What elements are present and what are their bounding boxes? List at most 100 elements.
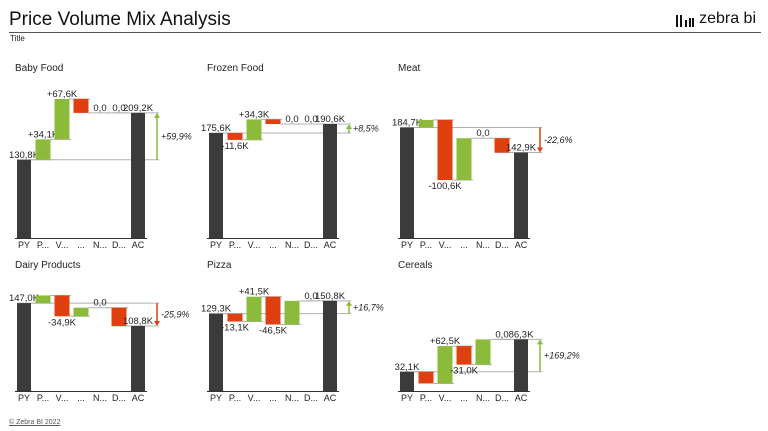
chart-title-pizza: Pizza [207, 260, 232, 271]
bar-delta [265, 296, 281, 325]
category-label: ... [77, 393, 85, 403]
arrow-up-icon [346, 300, 352, 306]
arrow-up-icon [154, 112, 160, 118]
category-label: V... [248, 393, 261, 403]
bar-delta [35, 139, 51, 160]
data-label: 32,1K [395, 362, 420, 373]
data-label: 108,8K [123, 316, 154, 327]
category-label: N... [93, 240, 107, 250]
bar-delta [227, 313, 243, 322]
variance-percent-label: -25,9% [161, 310, 190, 320]
data-label: -11,6K [221, 141, 249, 152]
variance-percent-label: +169,2% [544, 351, 580, 361]
bar-py [17, 159, 31, 238]
data-label: 130,8K [9, 150, 40, 161]
data-label: 147,0K [9, 293, 40, 304]
bar-py [209, 313, 223, 391]
category-label: D... [112, 240, 126, 250]
arrow-down-icon [154, 320, 160, 326]
category-label: PY [210, 240, 222, 250]
bar-py [400, 127, 414, 238]
category-label: P... [420, 393, 432, 403]
data-label: 0,0 [93, 103, 106, 114]
category-label: PY [18, 240, 30, 250]
category-label: ... [77, 240, 85, 250]
data-label: 175,6K [201, 123, 232, 134]
data-label: 150,8K [315, 291, 346, 302]
data-label: 0,0 [112, 103, 125, 114]
category-label: N... [476, 393, 490, 403]
bar-delta [475, 339, 491, 365]
variance-percent-label: +59,9% [161, 131, 192, 141]
category-label: ... [460, 393, 468, 403]
bar-delta [456, 346, 472, 365]
chart-title-frozen-food: Frozen Food [207, 63, 264, 74]
bar-ac [514, 152, 528, 238]
category-label: N... [476, 240, 490, 250]
waterfall-chart-5: 32,1K PY P... +62,5K V... -31,0K... N... 0,0 D..… [395, 329, 580, 403]
bar-delta [437, 119, 453, 181]
bar-ac [131, 112, 145, 238]
bar-delta [284, 300, 300, 325]
bar-delta [418, 119, 434, 128]
data-label: 0,0 [495, 329, 508, 340]
waterfall-chart-3: 147,0K PY P... -34,9K V... ... 0,0 N... D... 108,… [9, 293, 190, 403]
category-label: AC [132, 393, 145, 403]
waterfall-chart-1: 175,6K PY -11,6K P... +34,3K V... ... 0,0 N... 0,… [201, 109, 379, 250]
data-label: 142,9K [506, 143, 537, 154]
data-label: -13,1K [221, 323, 250, 334]
zebra-bi-logo: zebra bi [676, 11, 756, 27]
chart-title-dairy-products: Dairy Products [15, 260, 81, 271]
bar-delta [111, 307, 127, 326]
variance-percent-label: -22,6% [544, 135, 573, 145]
bar-delta [265, 119, 281, 125]
category-label: P... [37, 240, 49, 250]
copyright-link[interactable]: © Zebra BI 2022 [9, 419, 61, 426]
category-label: V... [248, 240, 261, 250]
category-label: PY [401, 393, 413, 403]
category-label: ... [460, 240, 468, 250]
category-label: P... [229, 240, 241, 250]
data-label: +34,1K [28, 129, 59, 140]
data-label: +62,5K [430, 336, 461, 347]
category-label: V... [439, 393, 452, 403]
category-label: P... [229, 393, 241, 403]
data-label: 0,0 [285, 114, 298, 125]
waterfall-chart-0: 130,8K PY +34,1K P... +67,6K V... ... 0,0 N... 0,… [9, 89, 192, 250]
bar-delta [73, 307, 89, 317]
category-label: AC [324, 393, 337, 403]
variance-percent-label: +8,5% [353, 124, 379, 134]
variance-percent-label: +16,7% [353, 302, 384, 312]
category-label: AC [515, 240, 528, 250]
category-label: V... [439, 240, 452, 250]
category-label: PY [401, 240, 413, 250]
category-label: AC [324, 240, 337, 250]
category-label: V... [56, 240, 69, 250]
category-label: AC [132, 240, 145, 250]
category-label: PY [210, 393, 222, 403]
bar-delta [437, 346, 453, 384]
category-label: N... [285, 240, 299, 250]
bar-delta [54, 98, 70, 140]
data-label: +41,5K [239, 287, 270, 298]
bar-delta [456, 138, 472, 181]
chart-title-cereals: Cereals [398, 260, 433, 271]
bar-ac [131, 325, 145, 391]
waterfall-chart-4: 129,3K PY -13,1K P... +41,5K V... -46,5K... N..… [201, 287, 384, 403]
title-divider [9, 32, 761, 33]
arrow-up-icon [346, 124, 352, 130]
bar-ac [323, 124, 337, 238]
data-label: -46,5K [259, 326, 288, 337]
page-title: Price Volume Mix Analysis [9, 9, 231, 30]
category-label: D... [495, 240, 509, 250]
category-label: ... [269, 393, 277, 403]
bar-delta [54, 295, 70, 317]
category-label: D... [112, 393, 126, 403]
bar-py [400, 371, 414, 391]
bar-ac [323, 300, 337, 391]
category-label: ... [269, 240, 277, 250]
waterfall-chart-2: 184,7K PY P... -100,6K V... ... 0,0 N... D... 142… [392, 118, 573, 250]
category-label: D... [495, 393, 509, 403]
data-label: 86,3K [509, 329, 534, 340]
